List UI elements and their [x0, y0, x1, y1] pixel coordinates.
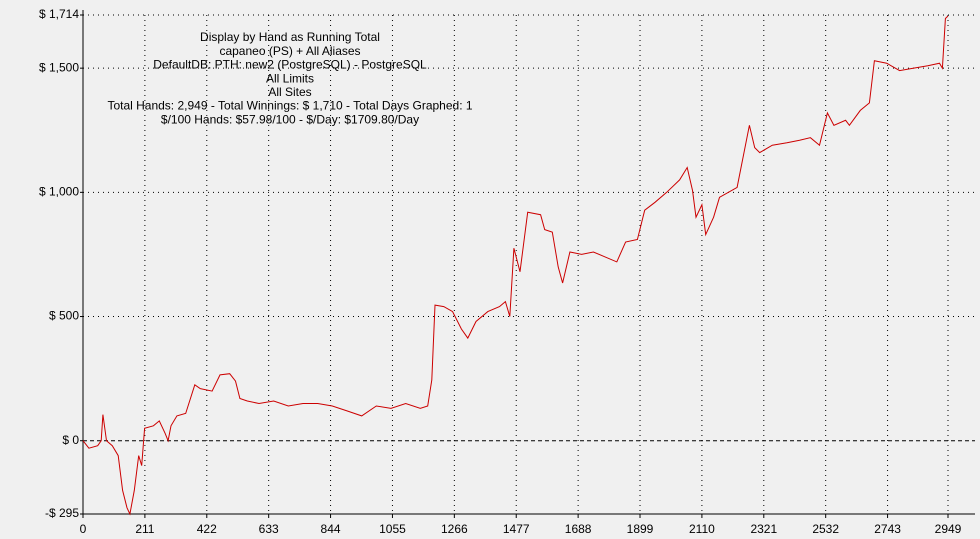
x-tick-label: 2743 — [874, 522, 901, 536]
title-line: Display by Hand as Running Total — [200, 30, 380, 44]
y-tick-label: $ 1,714 — [39, 7, 79, 21]
y-tick-label: $ 0 — [62, 433, 79, 447]
title-line: capaneo (PS) + All Aliases — [219, 44, 360, 58]
x-tick-label: 844 — [321, 522, 341, 536]
title-line: $/100 Hands: $57.98/100 - $/Day: $1709.8… — [161, 112, 419, 126]
title-line: All Limits — [266, 71, 314, 85]
x-tick-label: 1899 — [627, 522, 654, 536]
y-tick-label: $ 1,500 — [39, 60, 79, 74]
x-tick-label: 1055 — [379, 522, 406, 536]
x-tick-label: 633 — [259, 522, 279, 536]
x-tick-label: 0 — [80, 522, 87, 536]
x-tick-label: 2110 — [689, 522, 715, 536]
title-line: DefaultDB: PTH: new2 (PostgreSQL) - Post… — [153, 58, 427, 72]
title-line: Total Hands: 2,949 - Total Winnings: $ 1… — [107, 99, 472, 113]
y-tick-label: -$ 295 — [45, 506, 79, 520]
x-tick-label: 211 — [135, 522, 154, 536]
x-tick-label: 2321 — [750, 522, 777, 536]
x-tick-label: 1688 — [565, 522, 592, 536]
x-tick-label: 1266 — [441, 522, 468, 536]
y-tick-label: $ 500 — [49, 309, 79, 323]
running-total-line — [82, 15, 949, 516]
x-tick-label: 2532 — [812, 522, 839, 536]
x-tick-label: 2949 — [935, 522, 962, 536]
x-tick-label: 422 — [197, 522, 217, 536]
x-tick-label: 1477 — [503, 522, 530, 536]
title-line: All Sites — [268, 85, 311, 99]
y-tick-label: $ 1,000 — [39, 185, 79, 199]
